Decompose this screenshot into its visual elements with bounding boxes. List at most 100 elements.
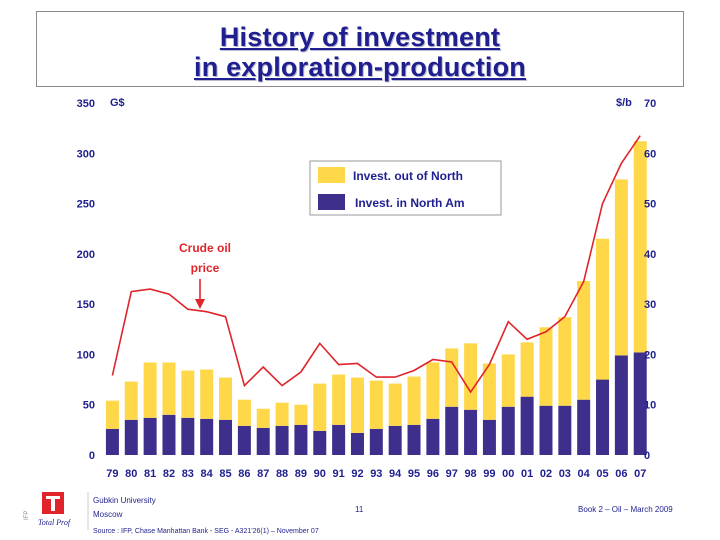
bar-out-north-95 xyxy=(407,376,421,425)
bar-out-north-07 xyxy=(633,141,647,353)
bar-north-am-06 xyxy=(614,355,628,455)
bar-north-am-04 xyxy=(577,399,591,455)
bar-out-north-89 xyxy=(294,404,308,425)
x-tick-label-82: 82 xyxy=(163,468,175,480)
y-tick-left-200: 200 xyxy=(77,249,95,261)
y-tick-right-0: 0 xyxy=(644,450,650,462)
x-tick-label-86: 86 xyxy=(238,468,250,480)
bar-north-am-96 xyxy=(426,418,440,455)
bar-north-am-90 xyxy=(313,430,327,455)
x-tick-label-84: 84 xyxy=(201,468,214,480)
bar-out-north-88 xyxy=(275,402,289,426)
chart-title-line-2: in exploration-production xyxy=(194,52,526,82)
x-tick-label-89: 89 xyxy=(295,468,307,480)
y-axis-left-label: G$ xyxy=(110,97,125,109)
bar-out-north-04 xyxy=(577,281,591,400)
y-tick-left-350: 350 xyxy=(77,98,95,110)
annotation-arrowhead xyxy=(195,299,205,309)
bar-north-am-07 xyxy=(633,352,647,455)
bar-out-north-99 xyxy=(482,363,496,420)
y-tick-right-60: 60 xyxy=(644,148,656,160)
bar-out-north-84 xyxy=(200,369,214,419)
bar-out-north-86 xyxy=(237,399,251,426)
bar-north-am-84 xyxy=(200,418,214,455)
x-tick-label-06: 06 xyxy=(615,468,627,480)
legend-label-north-am: Invest. in North Am xyxy=(355,196,465,210)
x-tick-label-99: 99 xyxy=(483,468,495,480)
x-tick-label-03: 03 xyxy=(559,468,571,480)
x-tick-label-07: 07 xyxy=(634,468,646,480)
bar-north-am-98 xyxy=(464,409,478,455)
bar-out-north-85 xyxy=(219,377,233,420)
footer-page-number: 11 xyxy=(355,505,364,514)
x-tick-label-80: 80 xyxy=(125,468,137,480)
bar-north-am-01 xyxy=(520,396,534,455)
bar-out-north-81 xyxy=(143,362,157,418)
x-tick-label-96: 96 xyxy=(427,468,439,480)
x-tick-label-88: 88 xyxy=(276,468,288,480)
x-tick-label-90: 90 xyxy=(314,468,326,480)
x-tick-label-94: 94 xyxy=(389,468,402,480)
bar-out-north-97 xyxy=(445,348,459,407)
crude-oil-price-line xyxy=(111,135,641,394)
bar-out-north-82 xyxy=(162,362,176,415)
legend-label-out-north: Invest. out of North xyxy=(353,169,463,183)
footer-book: Book 2 – Oil – March 2009 xyxy=(578,505,673,514)
x-tick-label-87: 87 xyxy=(257,468,269,480)
x-tick-label-00: 00 xyxy=(502,468,514,480)
bar-out-north-91 xyxy=(332,374,346,425)
x-tick-label-91: 91 xyxy=(333,468,345,480)
logo-text: Total Prof xyxy=(38,518,72,527)
x-tick-label-01: 01 xyxy=(521,468,533,480)
bar-north-am-80 xyxy=(124,419,138,455)
x-tick-label-83: 83 xyxy=(182,468,194,480)
bar-north-am-94 xyxy=(388,425,402,455)
bar-north-am-00 xyxy=(501,406,515,455)
legend-swatch-north-am xyxy=(318,194,345,210)
bar-out-north-98 xyxy=(464,343,478,410)
legend: Invest. out of North Invest. in North Am xyxy=(309,160,502,216)
bar-north-am-91 xyxy=(332,424,346,455)
bar-north-am-93 xyxy=(369,428,383,455)
annotation-line-2: price xyxy=(191,261,220,275)
x-tick-label-92: 92 xyxy=(351,468,363,480)
x-tick-label-02: 02 xyxy=(540,468,552,480)
title-box: History of investment in exploration-pro… xyxy=(36,11,684,87)
footer-city: Moscow xyxy=(93,510,123,519)
bar-out-north-94 xyxy=(388,383,402,426)
bar-north-am-85 xyxy=(219,419,233,455)
bar-north-am-03 xyxy=(558,405,572,455)
x-tick-label-97: 97 xyxy=(446,468,458,480)
y-tick-right-70: 70 xyxy=(644,98,656,110)
y-tick-left-50: 50 xyxy=(83,400,95,412)
bar-north-am-87 xyxy=(256,427,270,455)
bar-north-am-83 xyxy=(181,417,195,455)
footer-university: Gubkin University xyxy=(93,496,156,505)
bar-out-north-80 xyxy=(124,381,138,420)
x-tick-label-93: 93 xyxy=(370,468,382,480)
bar-out-north-83 xyxy=(181,370,195,418)
y-tick-right-40: 40 xyxy=(644,249,656,261)
x-tick-label-85: 85 xyxy=(219,468,231,480)
y-tick-left-250: 250 xyxy=(77,199,95,211)
bar-north-am-95 xyxy=(407,424,421,455)
y-tick-left-100: 100 xyxy=(77,349,95,361)
bar-north-am-89 xyxy=(294,424,308,455)
bar-north-am-86 xyxy=(237,425,251,455)
bar-north-am-02 xyxy=(539,405,553,455)
x-tick-label-04: 04 xyxy=(578,468,591,480)
bar-out-north-05 xyxy=(596,238,610,380)
y-axis-right-label: $/b xyxy=(616,97,632,109)
x-tick-label-95: 95 xyxy=(408,468,420,480)
bar-out-north-03 xyxy=(558,317,572,406)
bar-north-am-99 xyxy=(482,419,496,455)
y-tick-left-150: 150 xyxy=(77,299,95,311)
annotation-line-1: Crude oil xyxy=(179,241,231,255)
bar-out-north-96 xyxy=(426,362,440,419)
bar-out-north-06 xyxy=(614,179,628,356)
bar-north-am-88 xyxy=(275,425,289,455)
ticks-group: 79 80 81 82 83 84 85 86 87 88 89 90 91 92 93 94 95 96 97 98… xyxy=(77,98,657,480)
x-tick-label-98: 98 xyxy=(464,468,476,480)
bar-north-am-97 xyxy=(445,406,459,455)
